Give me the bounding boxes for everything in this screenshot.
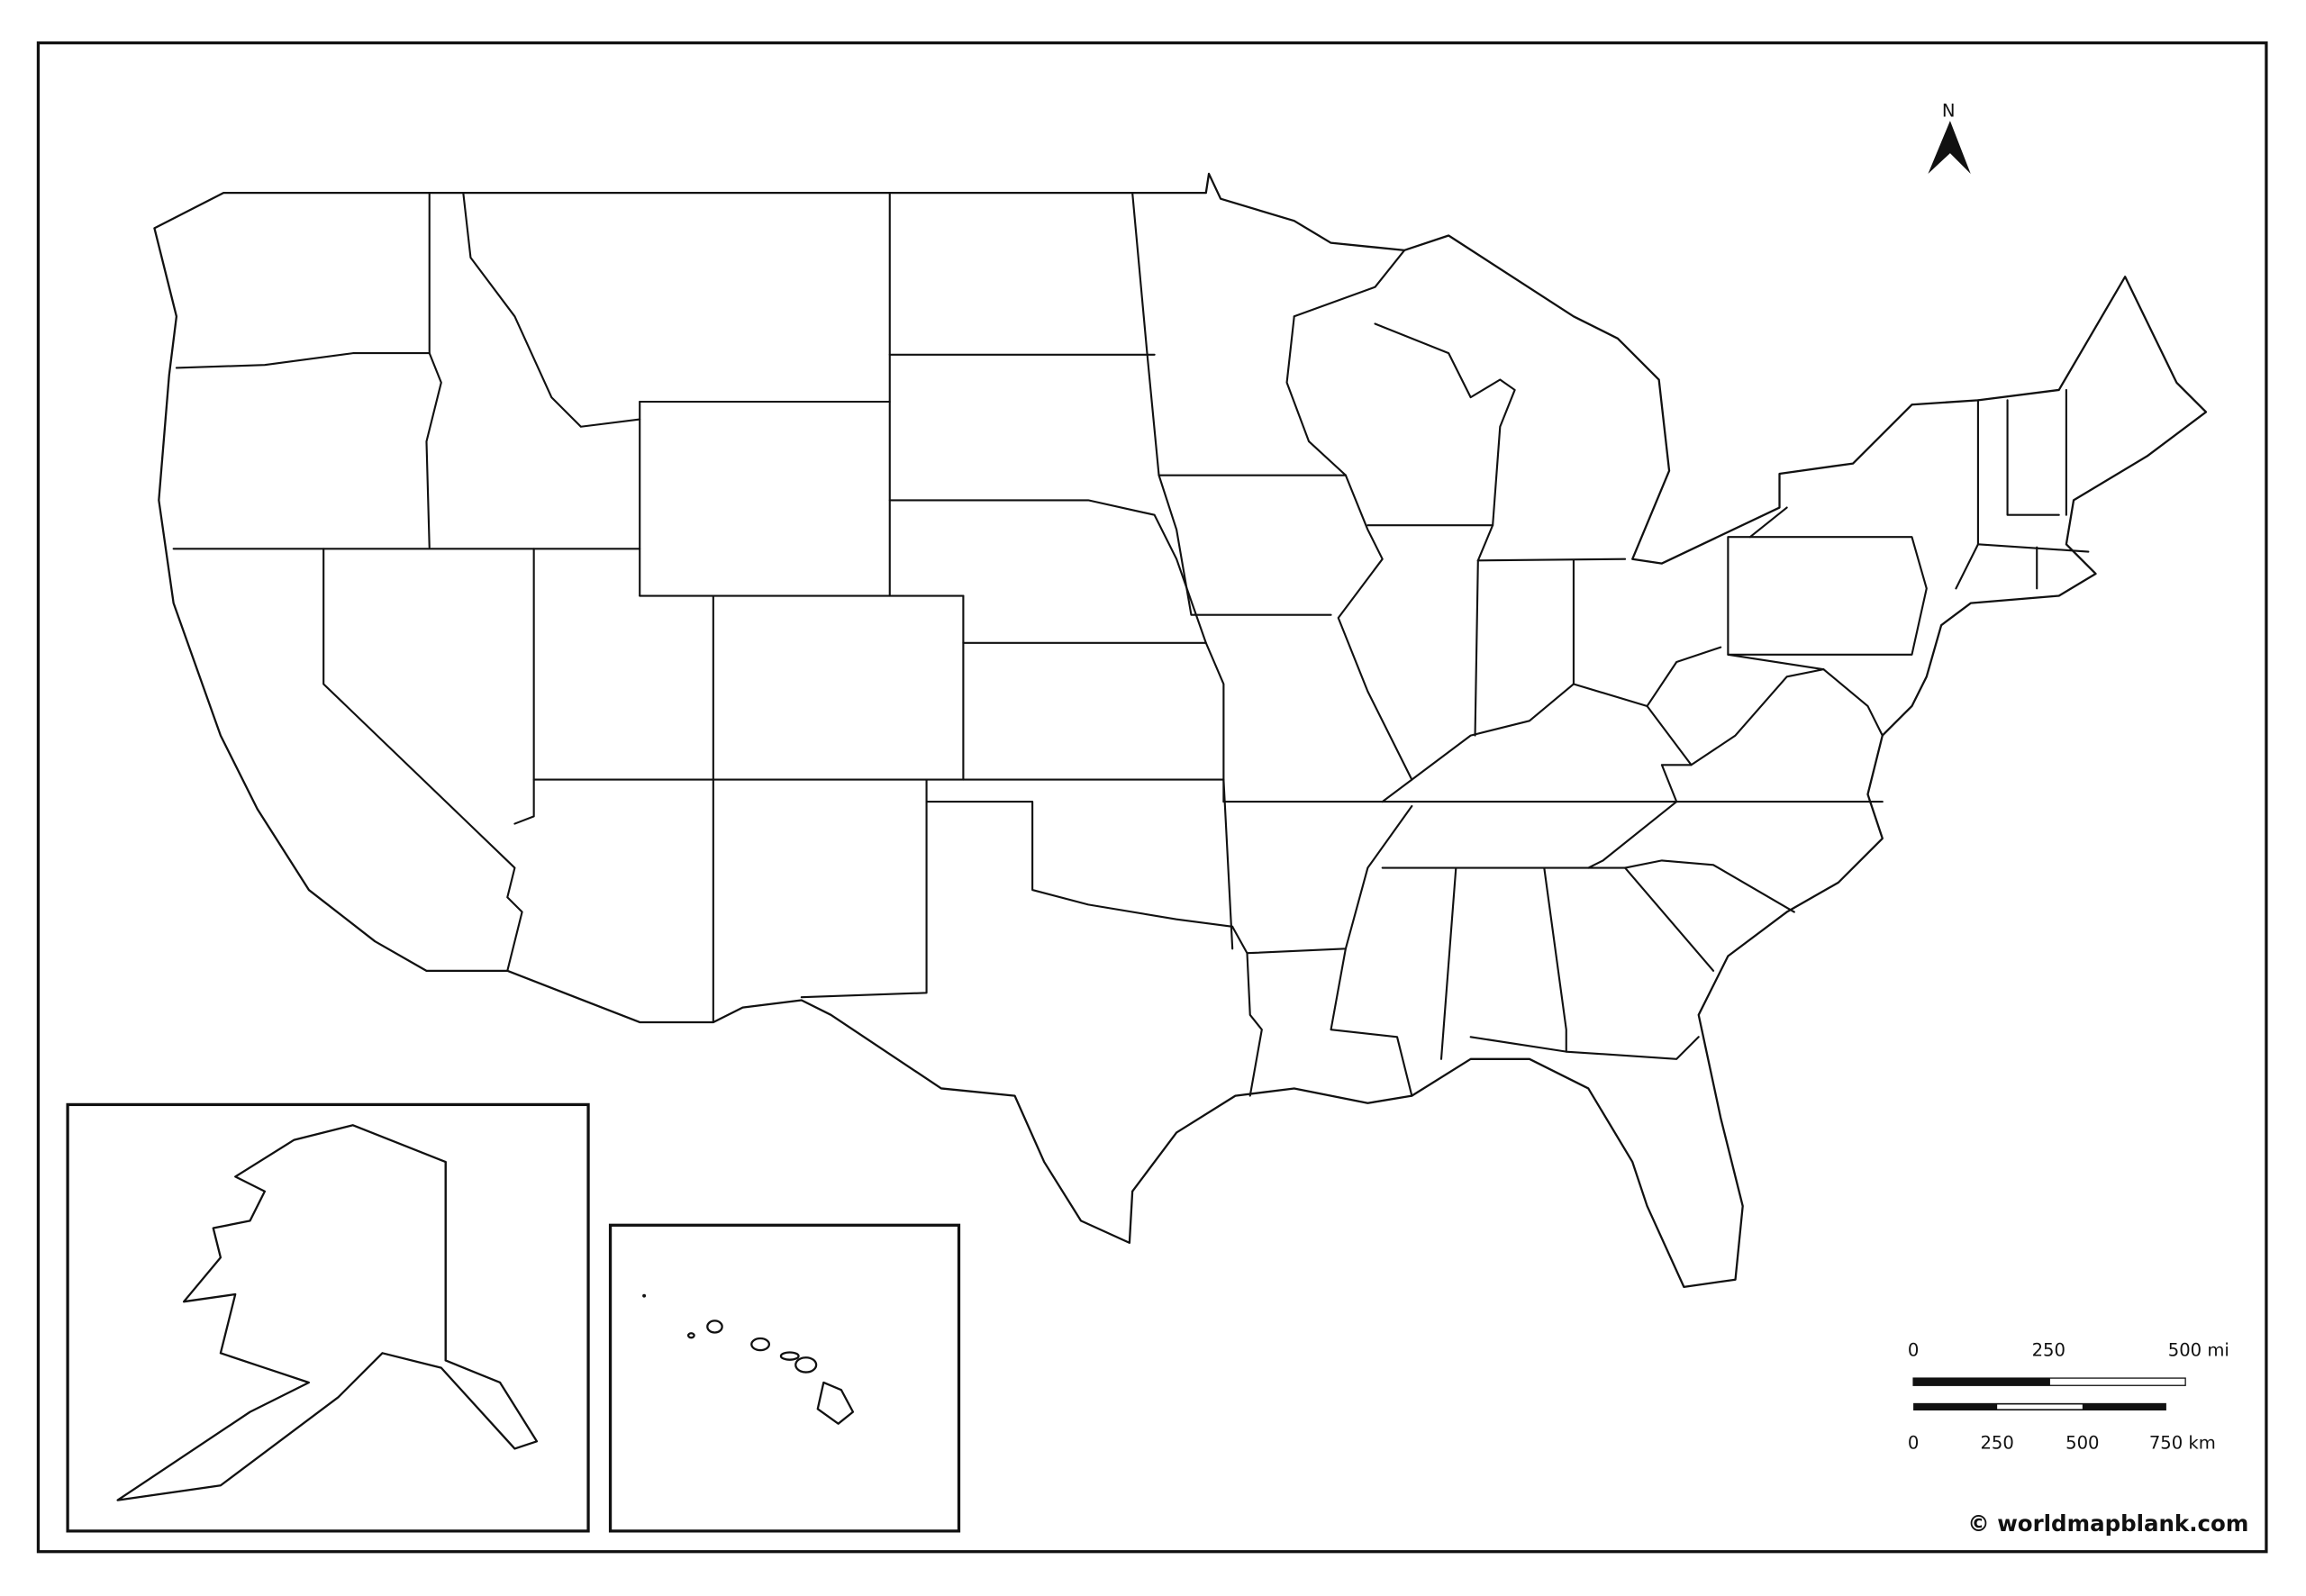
state-borders [172,192,2090,1097]
scale-km-white-segment [1997,1404,2083,1410]
north-arrow: N [1928,100,1971,174]
alaska-inset [66,1102,590,1533]
north-arrow-icon [1928,121,1971,174]
scale-mi-0: 0 [1908,1340,1919,1361]
contiguous-us-outline [153,172,2208,1288]
scale-mi-500: 500 mi [2168,1340,2229,1361]
scale-mi-250: 250 [2032,1340,2065,1361]
scale-km-0: 0 [1908,1432,1919,1453]
scale-bar: 0 250 500 mi 0 250 500 750 km [1908,1340,2229,1454]
copyright-text: © worldmapblank.com [1967,1510,2248,1537]
scale-km-750: 750 km [2149,1432,2216,1453]
scale-km-500: 500 [2065,1432,2099,1453]
scale-mi-black-segment [1913,1378,2050,1386]
north-label: N [1942,100,1956,121]
hawaii-inset [608,1223,961,1533]
scale-km-250: 250 [1980,1432,2013,1453]
